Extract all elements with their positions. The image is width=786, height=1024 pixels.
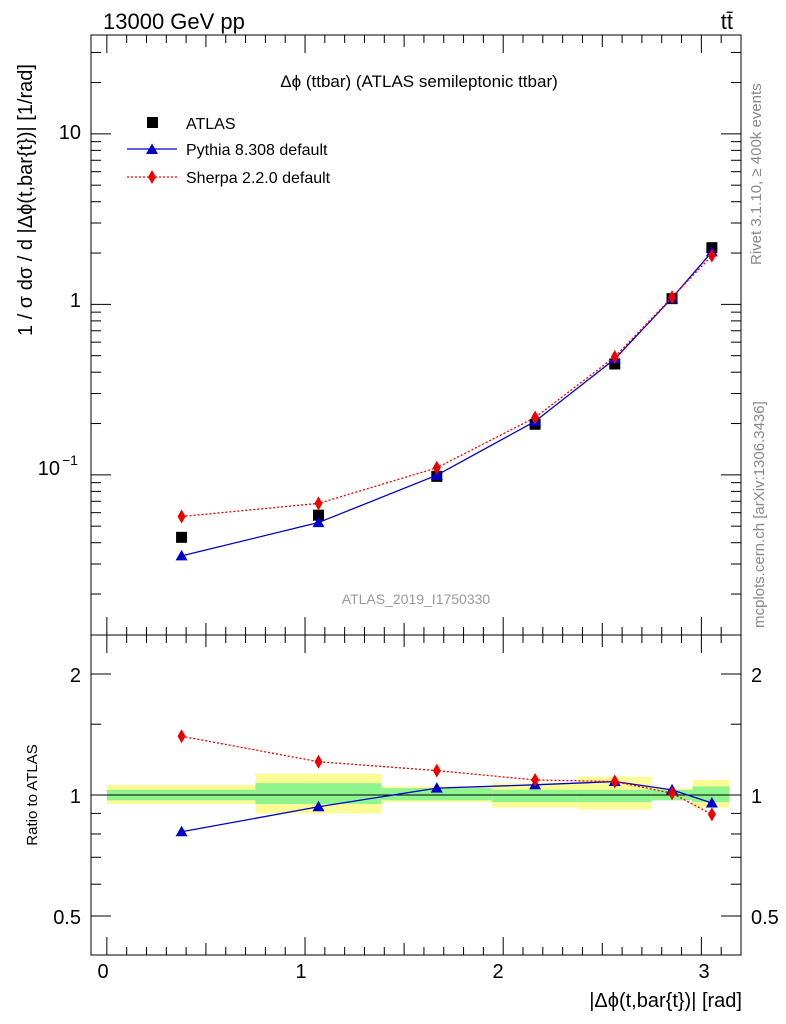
- main-axis-ticks: [91, 35, 742, 635]
- main-point-sherpa-6: [707, 248, 716, 263]
- ratio-point-pythia-6: [705, 797, 718, 808]
- main-y-tick-label-exponent: −1: [62, 452, 78, 468]
- legend-marker-atlas: [147, 117, 158, 128]
- ratio-y-tick-label-right-1: 1: [751, 786, 762, 808]
- x-tick-label-2: 2: [492, 961, 503, 983]
- plot-title: Δϕ (ttbar) (ATLAS semileptonic ttbar): [280, 72, 558, 91]
- main-point-atlas-4: [609, 358, 621, 370]
- ratio-y-tick-label-right-0.5: 0.5: [751, 907, 779, 929]
- ratio-band-inner-1: [255, 783, 382, 804]
- main-y-axis-label: 1 / σ dσ / d |Δϕ(t,bar{t})| [1/rad]: [15, 64, 37, 336]
- process-label: tt̄: [721, 9, 733, 34]
- ratio-band-inner-3: [492, 789, 578, 803]
- main-panel: 10 1 10 −1: [38, 34, 742, 636]
- ratio-point-pythia-1: [312, 800, 325, 812]
- ratio-point-pythia-2: [430, 782, 443, 793]
- x-tick-label-1: 1: [295, 961, 306, 983]
- x-tick-label-3: 3: [698, 961, 709, 983]
- ratio-point-sherpa-0: [177, 729, 186, 744]
- ratio-point-sherpa-1: [314, 754, 323, 769]
- main-y-tick-label-10: 10: [59, 122, 81, 144]
- main-point-sherpa-4: [610, 349, 619, 364]
- main-series-line-pythia: [181, 251, 713, 557]
- ratio-point-sherpa-6: [707, 807, 716, 822]
- legend-label-sherpa: Sherpa 2.2.0 default: [186, 170, 331, 187]
- main-data-marks: [175, 242, 718, 561]
- main-point-atlas-1: [313, 509, 324, 521]
- main-y-tick-label-base: 10: [38, 458, 60, 480]
- legend: ATLAS Pythia 8.308 default Sherpa 2.2.0 …: [127, 116, 331, 187]
- legend-label-pythia: Pythia 8.308 default: [186, 142, 328, 159]
- main-point-sherpa-2: [432, 460, 441, 475]
- main-point-sherpa-5: [668, 290, 677, 305]
- mcplots-label: mcplots.cern.ch [arXiv:1306.3436]: [751, 401, 768, 628]
- ratio-y-axis-label: Ratio to ATLAS: [24, 744, 41, 845]
- ratio-point-sherpa-3: [531, 772, 540, 787]
- energy-label: 13000 GeV pp: [103, 9, 245, 34]
- main-point-pythia-0: [175, 549, 188, 561]
- ratio-band-inner-4: [577, 789, 652, 803]
- ratio-point-sherpa-5: [668, 786, 677, 801]
- main-point-sherpa-3: [531, 410, 540, 425]
- x-tick-label-0: 0: [97, 961, 108, 983]
- ratio-y-tick-label-left-2: 2: [70, 665, 81, 687]
- main-point-atlas-0: [176, 531, 188, 543]
- main-point-pythia-1: [312, 516, 325, 528]
- rivet-label: Rivet 3.1.10, ≥ 400k events: [748, 83, 765, 265]
- main-point-sherpa-0: [177, 509, 186, 524]
- x-axis-label: |Δϕ(t,bar{t})| [rad]: [589, 990, 742, 1012]
- ratio-data-marks: [175, 729, 718, 837]
- ratio-panel: 2 1 0.5 2 1 0.5 0 1 2 3: [53, 634, 779, 983]
- ratio-y-tick-label-right-2: 2: [751, 665, 762, 687]
- ratio-y-tick-label-left-1: 1: [70, 786, 81, 808]
- ratio-point-sherpa-2: [432, 763, 441, 778]
- analysis-id: ATLAS_2019_I1750330: [342, 591, 491, 607]
- main-point-sherpa-1: [314, 496, 323, 511]
- ratio-band-inner-6: [692, 786, 730, 803]
- legend-marker-sherpa: [148, 170, 156, 184]
- ratio-point-pythia-0: [175, 825, 188, 837]
- ratio-y-tick-label-left-0.5: 0.5: [53, 907, 81, 929]
- ratio-band-inner-2: [381, 788, 493, 801]
- ratio-axis-ticks: [91, 634, 742, 956]
- legend-marker-pythia: [146, 143, 158, 154]
- main-y-tick-label-1: 1: [70, 290, 81, 312]
- main-series-line-sherpa: [181, 255, 713, 518]
- ratio-uncertainty-bands: [106, 773, 730, 814]
- legend-label-atlas: ATLAS: [186, 116, 236, 133]
- ratio-point-sherpa-4: [610, 774, 619, 789]
